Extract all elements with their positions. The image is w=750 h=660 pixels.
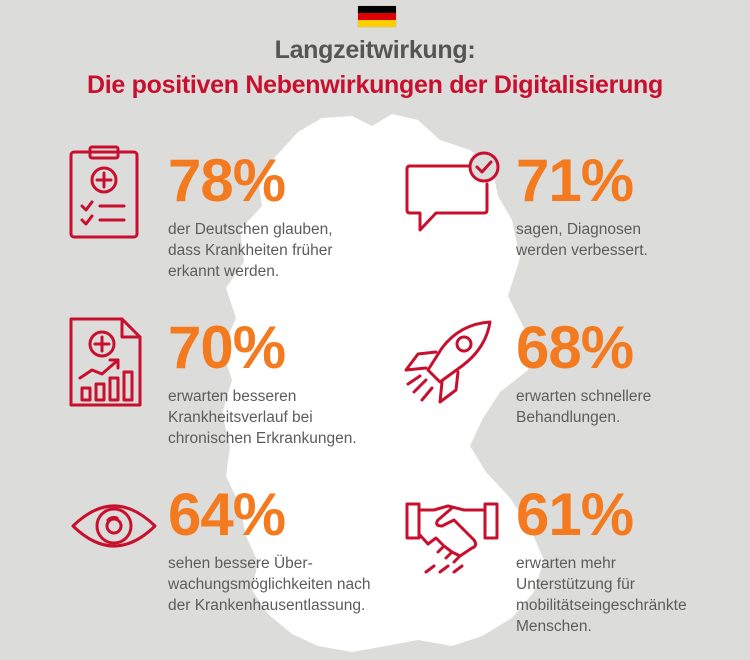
stat-block-4: 68% erwarten schnellere Behandlungen. [516, 318, 651, 428]
stat-text-1: der Deutschen glauben, dass Krankheiten … [168, 221, 333, 280]
germany-map-shape [222, 114, 544, 652]
stat-percent-6: 61% [516, 481, 634, 548]
stat-block-1: 78% der Deutschen glauben, dass Krankhei… [168, 151, 333, 282]
stat-percent-4: 68% [516, 314, 634, 381]
flag-stripe-gold [358, 20, 396, 27]
rocket-icon [404, 320, 492, 404]
clipboard-checklist-icon [69, 145, 139, 239]
stat-block-5: 64% sehen bessere Über- wachungsmöglichk… [168, 485, 370, 616]
stat-text-2: sagen, Diagnosen werden verbessert. [516, 221, 648, 259]
document-chart-icon [69, 317, 142, 407]
flag-stripe-black [358, 6, 396, 13]
eye-icon [71, 504, 157, 548]
stat-block-2: 71% sagen, Diagnosen werden verbessert. [516, 151, 648, 261]
speech-bubble-check-icon [405, 151, 500, 232]
handshake-icon [405, 502, 499, 574]
stat-block-6: 61% erwarten mehr Unterstützung für mobi… [516, 485, 687, 637]
germany-flag [358, 6, 396, 27]
stat-percent-1: 78% [168, 147, 286, 214]
stat-percent-5: 64% [168, 481, 286, 548]
stat-text-3: erwarten besseren Krankheitsverlauf bei … [168, 388, 357, 447]
stat-text-6: erwarten mehr Unterstützung für mobilitä… [516, 555, 687, 635]
stat-text-5: sehen bessere Über- wachungsmöglichkeite… [168, 555, 371, 614]
stat-percent-3: 70% [168, 314, 286, 381]
stat-block-3: 70% erwarten besseren Krankheitsverlauf … [168, 318, 357, 449]
page-subtitle: Die positiven Nebenwirkungen der Digital… [87, 71, 663, 99]
flag-stripe-red [358, 13, 396, 20]
page-title: Langzeitwirkung: [274, 36, 476, 64]
stat-percent-2: 71% [516, 147, 634, 214]
stat-text-4: erwarten schnellere Behandlungen. [516, 388, 652, 426]
